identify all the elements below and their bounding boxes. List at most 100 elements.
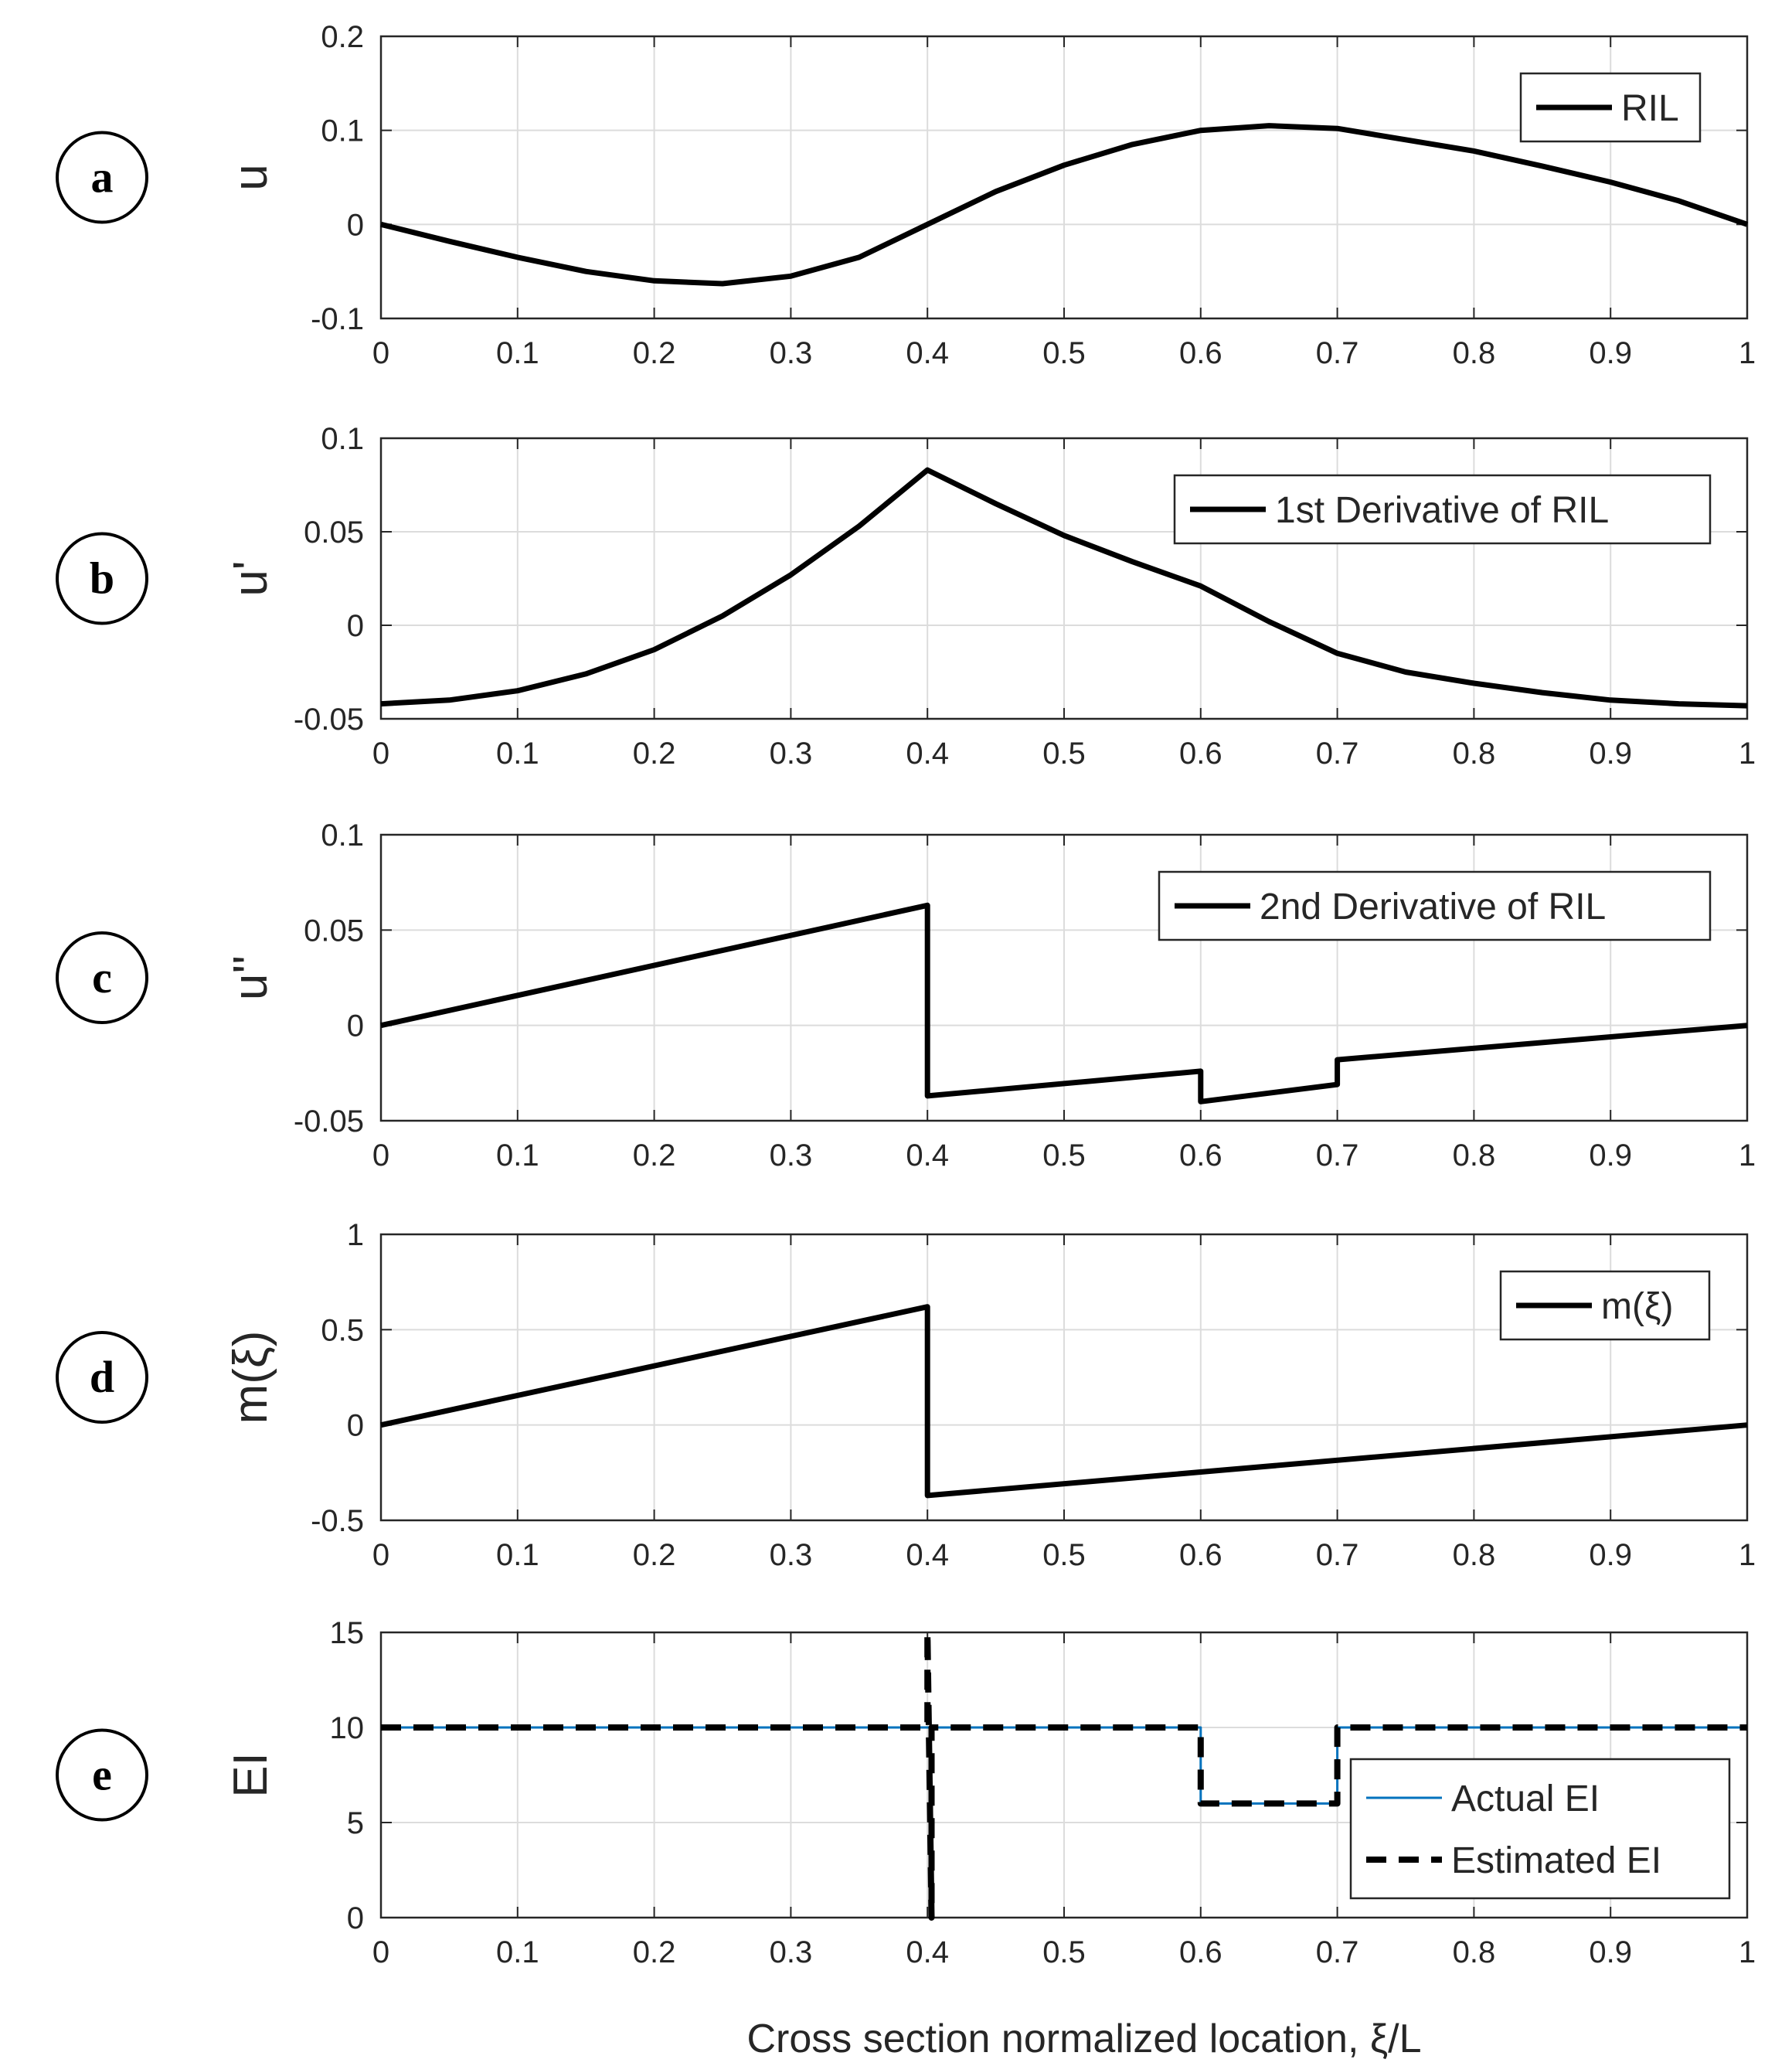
y-tick-label: -0.05 (294, 703, 364, 737)
y-axis-label: u' (224, 560, 277, 596)
x-tick-label: 0.5 (1042, 1139, 1086, 1173)
panel-c: 0 0.1 0.2 0.3 0.4 0.5 0.6 0.7 0.8 0.9 1-0.0500.050… (56, 819, 1756, 1173)
x-tick-label: 0.3 (770, 1538, 813, 1572)
x-tick-label: 0.3 (770, 1935, 813, 1969)
x-tick-label: 0 (372, 1935, 389, 1969)
x-tick-label: 0.6 (1179, 336, 1222, 370)
y-tick-label: 0 (347, 1409, 364, 1443)
x-tick-label: 0.7 (1316, 1935, 1359, 1969)
x-tick-label: 0.5 (1042, 737, 1086, 771)
x-tick-label: 0.1 (496, 1538, 539, 1572)
x-tick-label: 0.7 (1316, 1139, 1359, 1173)
y-tick-label: 1 (347, 1218, 364, 1252)
x-tick-label: 0.2 (633, 1538, 676, 1572)
x-tick-label: 0.2 (633, 737, 676, 771)
x-tick-label: 0.1 (496, 737, 539, 771)
y-tick-label: 0.1 (321, 819, 364, 853)
x-tick-label: 0 (372, 1139, 389, 1173)
x-tick-label: 0.8 (1453, 737, 1496, 771)
panel-badge-label: a (91, 152, 114, 203)
x-tick-label: 0.9 (1589, 737, 1632, 771)
panel-badge-circle (56, 532, 148, 625)
series-line-ril (380, 123, 1749, 287)
x-tick-label: 0.6 (1179, 1538, 1222, 1572)
x-tick-label: 0.4 (906, 1538, 949, 1572)
x-tick-label: 0.6 (1179, 737, 1222, 771)
panel-d: 0 0.1 0.2 0.3 0.4 0.5 0.6 0.7 0.8 0.9 1-0.500.51m(… (56, 1218, 1756, 1572)
x-tick-label: 0.9 (1589, 1935, 1632, 1969)
x-tick-label: 1 (1739, 1538, 1756, 1572)
legend-label: m(ξ) (1601, 1286, 1673, 1327)
x-tick-label: 0.3 (770, 737, 813, 771)
x-tick-label: 0.4 (906, 336, 949, 370)
panels: 0 0.1 0.2 0.3 0.4 0.5 0.6 0.7 0.8 0.9 1-0.100.10.2… (56, 20, 1756, 1969)
y-tick-label: 0.1 (321, 114, 364, 148)
x-tick-label: 0.4 (906, 737, 949, 771)
legend-box (1349, 1758, 1731, 1900)
y-axis-label: EI (224, 1752, 277, 1798)
panel-badge-label: d (90, 1352, 114, 1402)
x-tick-label: 0.1 (496, 1935, 539, 1969)
series-line-2nd-derivative-of-ril (380, 902, 1748, 1104)
y-tick-label: 0.5 (321, 1313, 364, 1347)
x-tick-label: 0.2 (633, 1935, 676, 1969)
legend-label: Actual EI (1451, 1778, 1600, 1819)
series-line-1st-derivative-of-ril (380, 467, 1748, 709)
panel-badge-circle (56, 1331, 148, 1424)
panel-badge-circle (56, 131, 148, 224)
y-tick-label: 0.05 (304, 914, 364, 948)
series-line-estimated-ei (381, 1629, 1747, 1921)
y-tick-label: 15 (330, 1616, 365, 1650)
y-tick-label: 0 (347, 1901, 364, 1935)
x-tick-label: 0.9 (1589, 1139, 1632, 1173)
x-tick-label: 0.5 (1042, 1538, 1086, 1572)
x-tick-label: 0.6 (1179, 1139, 1222, 1173)
panel-badge-label: c (92, 952, 112, 1002)
legend-label: 1st Derivative of RIL (1275, 490, 1609, 531)
y-tick-label: 10 (330, 1711, 365, 1745)
x-axis-label: Cross section normalized location, ξ/L (746, 2017, 1421, 2061)
y-tick-label: 5 (347, 1806, 364, 1840)
x-tick-label: 0.3 (770, 1139, 813, 1173)
y-tick-label: 0 (347, 609, 364, 643)
y-tick-label: 0 (347, 208, 364, 242)
x-tick-label: 0 (372, 737, 389, 771)
legend-label: Estimated EI (1451, 1840, 1661, 1881)
x-tick-label: 0.8 (1453, 1139, 1496, 1173)
y-tick-label: -0.1 (311, 302, 364, 336)
series-line-m- (380, 1304, 1748, 1499)
x-tick-label: 0 (372, 336, 389, 370)
x-tick-label: 0.6 (1179, 1935, 1222, 1969)
y-tick-label: 0.1 (321, 422, 364, 456)
panel-badge-circle (56, 1728, 148, 1822)
x-tick-label: 0.9 (1589, 1538, 1632, 1572)
x-tick-label: 0.8 (1453, 1538, 1496, 1572)
legend: 2nd Derivative of RIL (1158, 870, 1712, 941)
panel-a: 0 0.1 0.2 0.3 0.4 0.5 0.6 0.7 0.8 0.9 1-0.100.10.2… (56, 20, 1756, 370)
panel-b: 0 0.1 0.2 0.3 0.4 0.5 0.6 0.7 0.8 0.9 1-0.0500.050… (56, 422, 1756, 771)
panel-badge-label: b (90, 553, 114, 604)
y-tick-label: -0.5 (311, 1504, 364, 1538)
x-tick-label: 0.2 (633, 336, 676, 370)
y-tick-label: 0.2 (321, 20, 364, 54)
y-axis-label: m(ξ) (224, 1331, 277, 1424)
x-tick-label: 0 (372, 1538, 389, 1572)
x-tick-label: 0.3 (770, 336, 813, 370)
legend-box (1158, 870, 1712, 941)
x-tick-label: 0.8 (1453, 336, 1496, 370)
legend: RIL (1519, 72, 1702, 143)
y-tick-label: 0 (347, 1009, 364, 1043)
y-tick-label: -0.05 (294, 1104, 364, 1139)
x-tick-label: 0.5 (1042, 1935, 1086, 1969)
legend: m(ξ) (1499, 1270, 1711, 1341)
x-tick-label: 0.7 (1316, 737, 1359, 771)
legend: Actual EI Estimated EI (1349, 1758, 1731, 1900)
x-tick-label: 0.1 (496, 1139, 539, 1173)
legend: 1st Derivative of RIL (1173, 474, 1712, 545)
legend-label: RIL (1621, 88, 1679, 129)
legend-label: 2nd Derivative of RIL (1260, 887, 1606, 927)
x-tick-label: 0.8 (1453, 1935, 1496, 1969)
x-tick-label: 0.2 (633, 1139, 676, 1173)
